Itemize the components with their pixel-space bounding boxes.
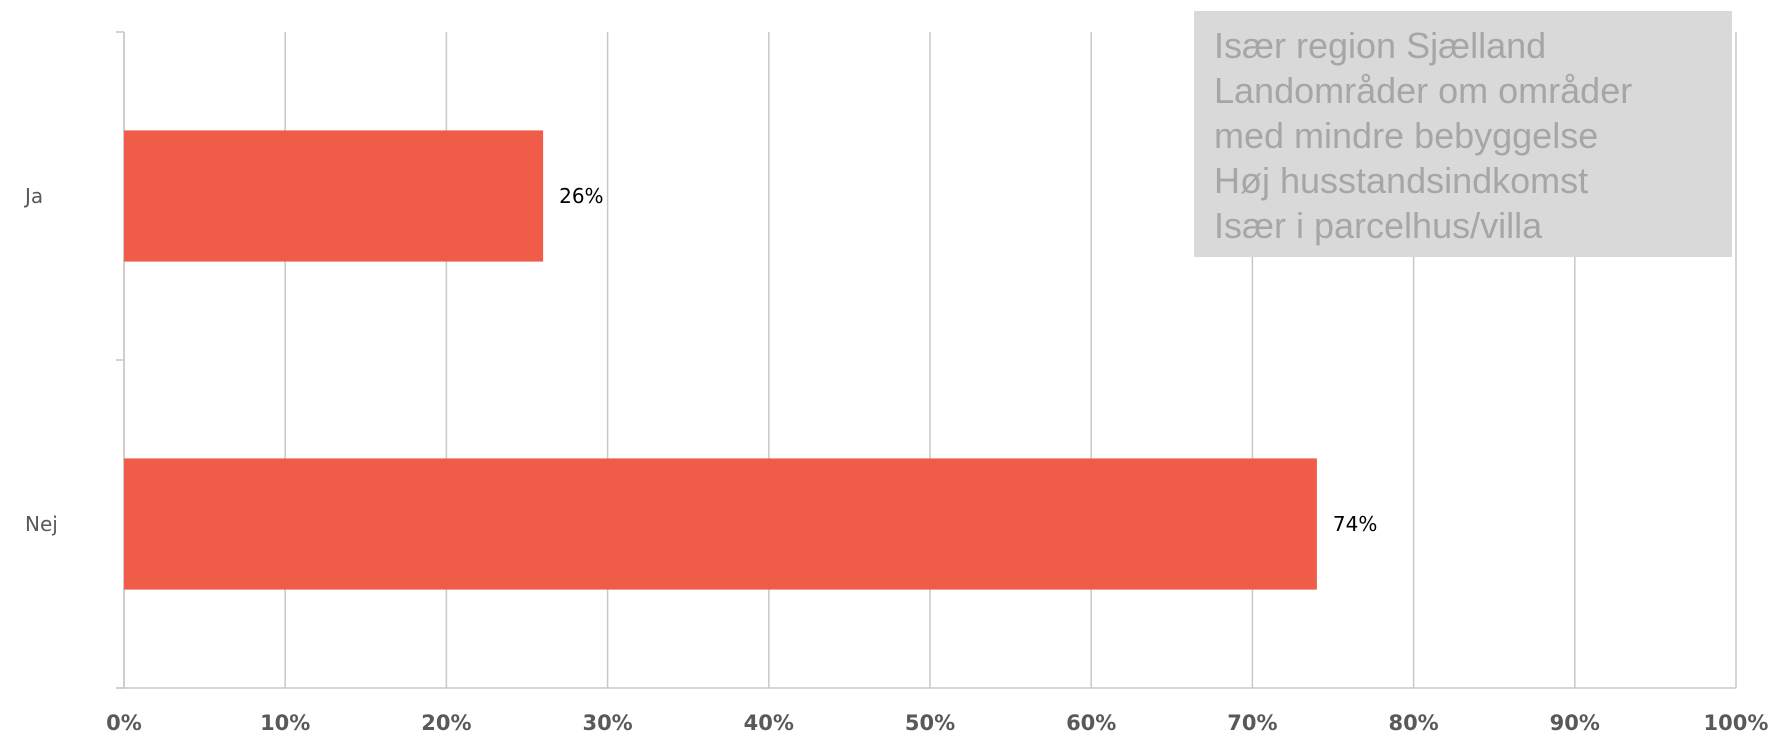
annotation-line: Høj husstandsindkomst <box>1214 160 1589 201</box>
annotation-line: Især i parcelhus/villa <box>1214 205 1543 246</box>
bars <box>124 130 1317 590</box>
data-label: 26% <box>559 184 603 208</box>
bar <box>124 458 1317 590</box>
annotation-line: Landområder om områder <box>1214 70 1633 111</box>
labels: 0% 10% 20% 30% 40% 50% 60% 70% 80% 90% 100% Ja 26% Ne… <box>23 184 1768 735</box>
x-tick-label: 20% <box>421 711 471 735</box>
data-label: 74% <box>1333 512 1377 536</box>
x-tick-label: 0% <box>106 711 142 735</box>
annotation-line: Især region Sjælland <box>1214 25 1547 66</box>
x-tick-label: 100% <box>1704 711 1769 735</box>
x-tick-label: 90% <box>1550 711 1600 735</box>
x-tick-label: 10% <box>260 711 310 735</box>
category-label: Ja <box>23 184 43 208</box>
category-label: Nej <box>25 512 58 536</box>
x-tick-label: 80% <box>1388 711 1438 735</box>
x-tick-label: 70% <box>1227 711 1277 735</box>
x-tick-label: 30% <box>582 711 632 735</box>
x-tick-label: 50% <box>905 711 955 735</box>
annotation-box: Især region Sjælland Landområder om områ… <box>1194 11 1732 257</box>
x-tick-label: 40% <box>744 711 794 735</box>
bar <box>124 130 544 262</box>
x-tick-label: 60% <box>1066 711 1116 735</box>
annotation-line: med mindre bebyggelse <box>1214 115 1599 156</box>
